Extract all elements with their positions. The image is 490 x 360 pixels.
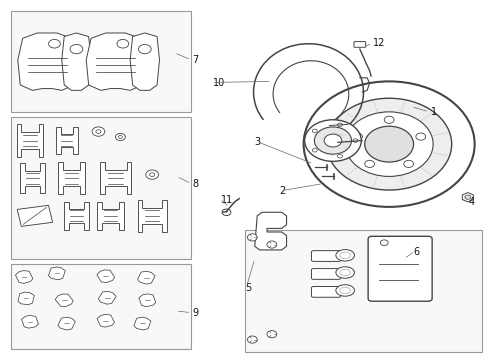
Polygon shape [97,270,115,283]
Polygon shape [138,200,167,232]
Text: 12: 12 [373,38,386,48]
Bar [11,117,191,259]
Polygon shape [462,193,473,202]
Circle shape [345,112,433,176]
Circle shape [465,195,471,199]
Circle shape [267,241,277,248]
Circle shape [353,139,358,142]
Ellipse shape [336,267,354,278]
Circle shape [365,160,374,167]
FancyBboxPatch shape [312,287,341,297]
Polygon shape [97,202,124,230]
Text: 9: 9 [192,308,198,318]
Polygon shape [56,127,77,154]
Polygon shape [62,33,91,90]
Text: 5: 5 [245,283,251,293]
Text: 1: 1 [431,107,437,117]
Polygon shape [99,162,131,194]
Polygon shape [64,202,89,230]
Polygon shape [58,317,75,330]
Text: 4: 4 [469,197,475,207]
Circle shape [365,126,414,162]
Circle shape [92,127,105,136]
Circle shape [119,135,122,138]
Circle shape [304,81,475,207]
Polygon shape [58,162,85,194]
Polygon shape [55,294,73,307]
Circle shape [305,120,361,161]
Circle shape [380,240,388,246]
Circle shape [327,98,452,190]
Text: 3: 3 [255,138,261,147]
Circle shape [116,134,125,140]
Circle shape [338,123,343,127]
Polygon shape [86,33,145,90]
Polygon shape [130,33,159,90]
Polygon shape [255,212,287,250]
Circle shape [353,133,363,140]
Bar [11,264,191,348]
Circle shape [312,129,317,132]
Circle shape [338,154,343,158]
Circle shape [247,336,257,343]
Circle shape [324,134,342,147]
Polygon shape [18,292,34,305]
Bar [245,230,482,352]
Circle shape [96,130,101,134]
Polygon shape [49,267,65,280]
Circle shape [49,40,60,48]
Circle shape [222,209,231,216]
Polygon shape [134,317,151,330]
Ellipse shape [340,252,350,258]
Ellipse shape [340,287,350,294]
Polygon shape [17,205,52,226]
Polygon shape [97,314,115,327]
Circle shape [315,127,351,154]
Circle shape [247,234,257,241]
Circle shape [146,170,159,179]
Polygon shape [98,292,116,304]
FancyBboxPatch shape [312,269,341,279]
Circle shape [117,40,129,48]
Circle shape [404,160,414,167]
Ellipse shape [340,269,350,276]
Bar [11,12,191,112]
Text: 7: 7 [192,55,198,65]
Circle shape [312,148,317,152]
Polygon shape [22,315,38,328]
Polygon shape [18,33,76,90]
Polygon shape [16,271,33,283]
Circle shape [70,44,83,54]
Circle shape [149,173,155,176]
Circle shape [384,116,394,123]
Text: 8: 8 [192,179,198,189]
Circle shape [416,133,426,140]
Polygon shape [138,271,155,284]
Polygon shape [17,125,44,157]
Polygon shape [20,163,45,193]
Text: 6: 6 [414,247,420,257]
Circle shape [139,44,151,54]
FancyBboxPatch shape [312,251,341,261]
Text: 11: 11 [220,195,233,205]
Ellipse shape [336,285,354,296]
Circle shape [267,330,277,338]
FancyBboxPatch shape [354,41,366,47]
Ellipse shape [336,249,354,261]
FancyBboxPatch shape [368,236,432,301]
Text: 10: 10 [213,78,225,88]
Polygon shape [139,294,156,307]
Text: 2: 2 [279,186,286,196]
